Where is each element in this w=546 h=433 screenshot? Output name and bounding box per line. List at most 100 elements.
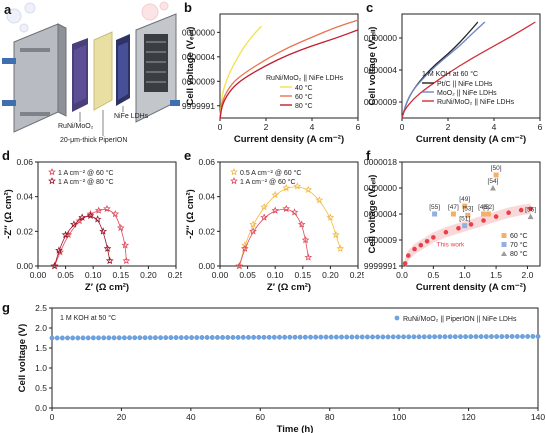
data-point — [478, 334, 484, 339]
data-point — [287, 334, 293, 340]
data-point — [86, 211, 95, 220]
this-work-point — [481, 218, 486, 223]
data-point — [489, 334, 494, 339]
x-tick-label: 0.25 — [168, 270, 182, 280]
legend-label: Pt/C || NiFe LDHs — [437, 81, 493, 88]
series-line — [54, 215, 111, 267]
data-point — [85, 335, 91, 341]
data-point — [282, 334, 288, 340]
data-point — [158, 335, 163, 341]
legend-marker — [394, 315, 400, 321]
this-work-point — [493, 214, 499, 219]
plot-frame — [219, 161, 359, 267]
this-work-point — [528, 206, 533, 212]
this-work-point — [456, 226, 461, 231]
legend-marker — [230, 176, 238, 185]
data-point — [121, 335, 127, 341]
data-point — [323, 334, 329, 340]
data-point — [380, 334, 386, 340]
data-point — [308, 334, 313, 340]
series-line — [401, 21, 536, 119]
y-tick-label: 0.0 — [35, 403, 47, 413]
data-point — [271, 334, 277, 340]
reference-label: [55] — [429, 204, 440, 211]
data-point — [86, 209, 95, 218]
x-tick-label: 0.15 — [113, 270, 130, 280]
x-axis-label: Z′ (Ω cm²) — [85, 282, 129, 293]
reference-point — [462, 203, 468, 209]
x-tick-label: 2 — [446, 122, 451, 132]
label-cathode: RuNi/MoO₂ — [58, 123, 94, 130]
y-axis-label: Cell voltage (Vₑₑₗₗ) — [367, 27, 378, 106]
x-tick-label: 6 — [356, 122, 361, 132]
data-point — [504, 334, 510, 339]
data-point — [427, 334, 432, 340]
x-axis-label: Current density (A cm⁻²) — [416, 134, 526, 145]
legend-marker — [501, 251, 507, 256]
data-point — [271, 190, 280, 199]
this-work-point — [412, 246, 417, 252]
data-point — [111, 209, 120, 218]
outlet-tube — [2, 100, 16, 106]
x-tick-label: 60 — [256, 412, 266, 422]
x-axis-label: Current density (A cm⁻²) — [234, 134, 344, 145]
data-point — [297, 334, 303, 340]
panel-letter: b — [184, 0, 192, 15]
data-point — [328, 334, 334, 340]
data-point — [525, 334, 531, 339]
y-tick-label: 2.5 — [35, 303, 47, 313]
reference-point — [481, 211, 487, 217]
data-point — [293, 182, 302, 190]
data-point — [463, 334, 469, 340]
panel-a: a — [0, 0, 182, 150]
data-point — [344, 334, 350, 340]
x-tick-label: 0.00 — [212, 270, 229, 280]
data-point — [364, 334, 370, 340]
reference-label: [48] — [478, 204, 489, 211]
data-point — [122, 256, 131, 265]
y-tick-label: 1.60000000000000009 — [364, 235, 397, 245]
data-point — [147, 335, 153, 341]
x-tick-label: 0.20 — [140, 270, 157, 280]
y-axis-label: -Z″ (Ω cm²) — [3, 189, 14, 239]
data-point — [127, 335, 132, 341]
data-point — [132, 335, 138, 341]
legend-label: 70 °C — [510, 241, 528, 249]
legend-label: 1 A cm⁻² @ 60 °C — [58, 169, 114, 177]
legend-marker — [230, 167, 238, 176]
chart-c: 0 2 4 6 1.60000000000000009 1.800000000000000… — [364, 0, 543, 145]
legend-label: MoO₂ || NiFe LDHs — [437, 90, 497, 97]
y-tick-label: 0.5 — [35, 383, 47, 393]
data-point — [304, 185, 313, 194]
legend-label: RuNi/MoO₂ || PiperION || NiFe LDHs — [403, 316, 517, 323]
panel-letter: e — [184, 148, 191, 163]
data-point — [385, 334, 391, 340]
y-tick-label: 0.00 — [16, 261, 33, 271]
data-point — [326, 213, 335, 221]
y-tick-label: 0.06 — [16, 157, 33, 167]
y-tick-label: 1.80000000000000004 — [364, 209, 397, 219]
data-point — [375, 334, 381, 340]
data-point — [184, 335, 189, 340]
data-point — [411, 334, 417, 340]
panel-letter: g — [2, 300, 10, 315]
x-tick-label: 20 — [117, 412, 127, 422]
data-point — [354, 334, 360, 340]
reference-label: [49] — [459, 196, 470, 203]
legend-label: 40 °C — [295, 84, 313, 92]
data-point — [370, 334, 375, 340]
panel-letter: d — [2, 148, 10, 163]
data-point — [230, 335, 236, 340]
legend-label: RuNi/MoO₂ || NiFe LDHs — [437, 99, 515, 106]
this-work-point — [443, 229, 449, 235]
plot-frame — [219, 13, 359, 119]
data-point — [359, 334, 365, 340]
x-tick-label: 1.5 — [490, 270, 502, 280]
data-point — [315, 196, 324, 204]
data-point — [173, 335, 179, 340]
data-point — [235, 334, 241, 340]
data-point — [96, 335, 101, 341]
data-point — [271, 206, 280, 214]
x-tick-label: 0.10 — [267, 270, 284, 280]
